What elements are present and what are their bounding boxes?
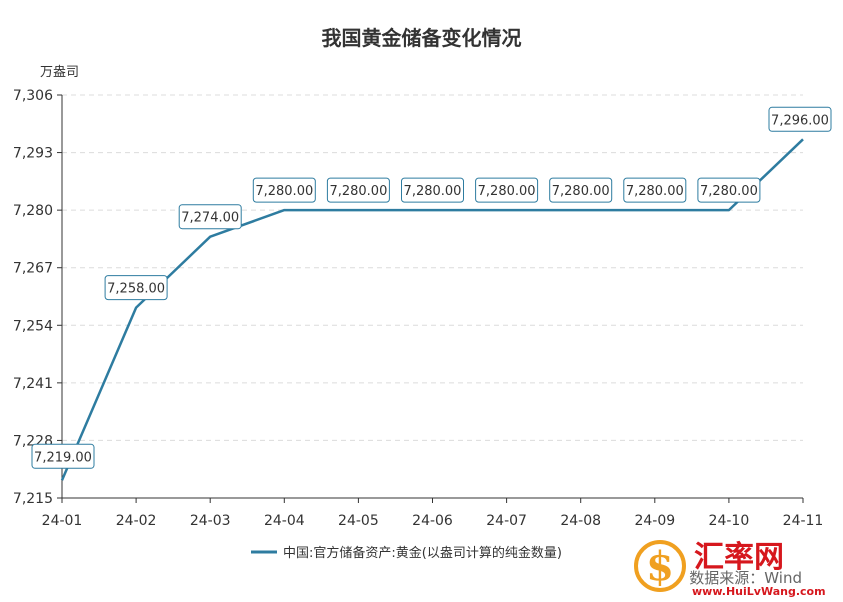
x-tick-label: 24-01: [42, 513, 83, 529]
x-tick-label: 24-11: [783, 513, 824, 529]
data-label: 7,296.00: [771, 113, 829, 128]
x-tick-label: 24-05: [338, 513, 379, 529]
data-label-box: [697, 177, 761, 203]
watermark-name: 汇率网: [694, 540, 784, 575]
data-label-box: [178, 204, 242, 230]
y-axis-unit-label: 万盎司: [40, 65, 79, 80]
data-label-box: [31, 443, 95, 469]
watermark-logo-glyph: $: [646, 543, 674, 590]
data-label: 7,280.00: [404, 184, 462, 199]
watermark-logo-ring: [634, 540, 686, 592]
data-label-box: [326, 177, 390, 203]
data-label: 7,280.00: [626, 184, 684, 199]
y-tick-label: 7,241: [13, 376, 53, 392]
legend-label[interactable]: 中国:官方储备资产:黄金(以盎司计算的纯金数量): [283, 545, 562, 561]
data-label-box: [252, 177, 316, 203]
data-label-box: [401, 177, 464, 203]
y-tick-label: 7,293: [13, 146, 53, 162]
x-tick-label: 24-09: [634, 513, 675, 529]
x-tick-label: 24-06: [412, 513, 453, 529]
data-label: 7,280.00: [552, 184, 610, 199]
series-line: [60, 138, 804, 481]
data-label-box: [623, 177, 687, 203]
y-tick-label: 7,306: [13, 88, 53, 104]
data-label: 7,280.00: [329, 184, 387, 199]
data-label-box: [475, 177, 539, 203]
x-tick-label: 24-02: [116, 513, 157, 529]
data-label-box: [768, 106, 832, 132]
data-label-box: [104, 275, 168, 301]
data-source-label: 数据来源：Wind: [689, 569, 802, 587]
data-label: 7,219.00: [34, 450, 92, 465]
data-label: 7,274.00: [181, 211, 239, 226]
data-label: 7,280.00: [478, 184, 536, 199]
data-label: 7,258.00: [107, 282, 165, 297]
data-label: 7,280.00: [255, 184, 313, 199]
x-tick-label: 24-03: [190, 513, 231, 529]
y-tick-label: 7,267: [13, 261, 53, 277]
watermark-url: www.HuiLvWang.com: [692, 585, 826, 598]
chart-title: 我国黄金储备变化情况: [321, 26, 522, 50]
y-tick-label: 7,254: [13, 318, 53, 334]
x-tick-label: 24-07: [486, 513, 527, 529]
y-tick-label: 7,215: [13, 491, 53, 507]
data-label: 7,280.00: [700, 184, 758, 199]
y-tick-label: 7,280: [13, 203, 53, 219]
x-tick-label: 24-10: [709, 513, 750, 529]
data-label-box: [549, 177, 613, 203]
x-tick-label: 24-04: [264, 513, 305, 529]
x-tick-label: 24-08: [560, 513, 601, 529]
